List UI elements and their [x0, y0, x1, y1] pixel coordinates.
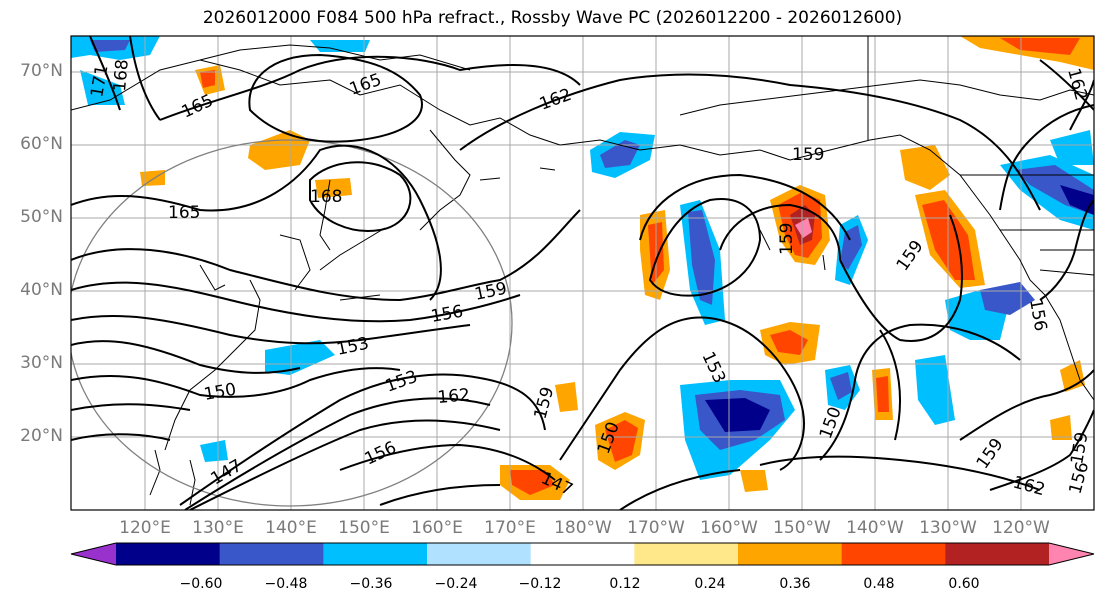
shade-patch — [1060, 185, 1094, 215]
lon-label: 130°W — [919, 518, 977, 538]
reference-circle — [71, 139, 513, 507]
shade-patch — [90, 40, 130, 52]
graticule — [71, 36, 1094, 510]
shade-patch — [200, 440, 228, 462]
lon-label: 150°W — [773, 518, 831, 538]
shade-patch — [876, 376, 889, 412]
shade-patch — [265, 340, 335, 375]
colorbar-tick-label: −0.60 — [179, 576, 223, 592]
lon-label: 160°E — [411, 518, 463, 538]
colorbar-segment — [116, 543, 221, 565]
colorbar-tick-label: −0.36 — [349, 576, 393, 592]
colorbar-tick-label: −0.48 — [264, 576, 308, 592]
contour-label: 168 — [310, 187, 342, 207]
shade-patch — [1050, 130, 1094, 165]
island-outlines — [479, 167, 826, 271]
colorbar-segment — [841, 543, 946, 565]
colorbar-tick-label: −0.12 — [518, 576, 562, 592]
contour-label: 159 — [777, 223, 797, 255]
colorbar-segment — [219, 543, 324, 565]
coastlines — [71, 36, 1094, 506]
colorbar-segment — [945, 543, 1050, 565]
colorbar-tick-label: −0.24 — [434, 576, 478, 592]
lat-label: 70°N — [20, 61, 63, 81]
colorbar-tick-label: 0.24 — [694, 576, 726, 592]
lon-label: 120°W — [992, 518, 1050, 538]
lon-label: 140°E — [265, 518, 317, 538]
shade-patch — [80, 70, 125, 105]
shade-patch — [555, 382, 578, 412]
contour-label: 159 — [792, 145, 824, 165]
shade-patch — [830, 372, 852, 400]
map-title: 2026012000 F084 500 hPa refract., Rossby… — [202, 8, 903, 28]
contour-label: 162 — [437, 385, 471, 408]
shade-patch — [688, 210, 715, 305]
shade-patch — [740, 470, 768, 492]
shade-patch — [915, 355, 955, 425]
colorbar — [70, 542, 1095, 566]
shade-patch — [1050, 415, 1072, 440]
lat-label: 30°N — [20, 353, 63, 373]
shade-patch — [510, 470, 555, 495]
colorbar-tick-label: 0.60 — [948, 576, 980, 592]
lat-label: 20°N — [20, 426, 63, 446]
shade-patch — [840, 225, 862, 270]
lon-label: 150°E — [338, 518, 390, 538]
colorbar-segment — [530, 543, 635, 565]
lon-label: 140°W — [846, 518, 904, 538]
shade-patch — [200, 70, 215, 88]
colorbar-tick-label: 0.48 — [863, 576, 895, 592]
shade-patch — [605, 420, 638, 462]
map-border — [70, 35, 1095, 511]
colorbar-segment — [738, 543, 843, 565]
colorbar-segment — [323, 543, 428, 565]
shade-patch — [795, 218, 812, 238]
lon-label: 170°E — [484, 518, 536, 538]
shade-patch — [140, 170, 165, 186]
colorbar-extend-max — [1049, 543, 1094, 565]
shade-patch — [705, 398, 770, 432]
shade-patch — [310, 40, 370, 52]
lon-label: 130°E — [192, 518, 244, 538]
lat-label: 40°N — [20, 280, 63, 300]
colorbar-tick-label: 0.36 — [779, 576, 811, 592]
shade-patch — [770, 330, 808, 355]
contour-label: 165 — [168, 203, 200, 223]
contour-label: 168 — [110, 58, 133, 92]
shade-patch — [1000, 38, 1080, 55]
colorbar-segment — [634, 543, 739, 565]
colorbar-extend-min — [71, 543, 116, 565]
lat-label: 50°N — [20, 207, 63, 227]
lon-label: 170°W — [627, 518, 685, 538]
shade-patch — [315, 178, 352, 198]
lon-label: 180°W — [554, 518, 612, 538]
colorbar-tick-label: 0.12 — [609, 576, 641, 592]
lat-label: 60°N — [20, 134, 63, 154]
contours — [71, 36, 1094, 510]
lon-label: 120°E — [119, 518, 171, 538]
colorbar-segment — [427, 543, 532, 565]
lon-label: 160°W — [700, 518, 758, 538]
